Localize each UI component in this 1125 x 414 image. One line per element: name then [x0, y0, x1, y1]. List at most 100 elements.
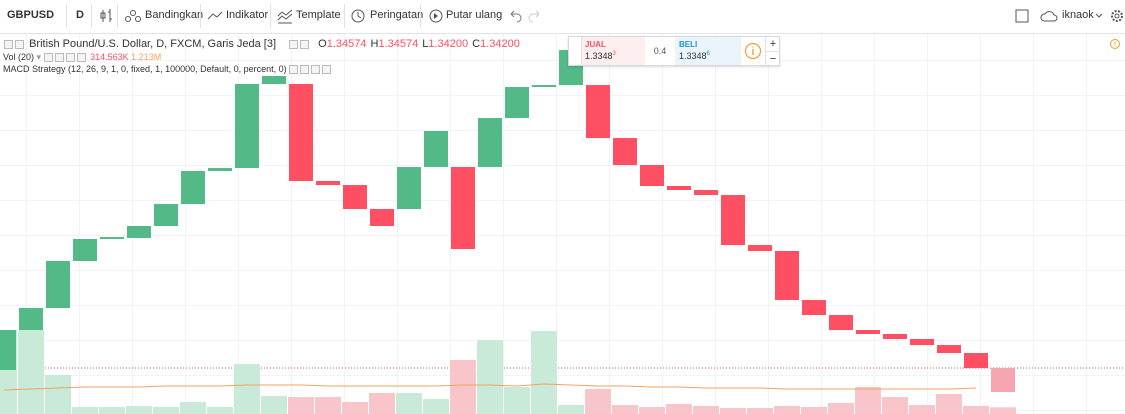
replay-button[interactable]: Putar ulang	[446, 9, 503, 21]
candle	[613, 138, 637, 166]
candle	[397, 167, 421, 210]
volume-bar	[423, 399, 449, 414]
volume-bar	[828, 403, 854, 414]
ohlc-value: 1.34200	[428, 38, 469, 50]
compare-button[interactable]: Bandingkan	[145, 9, 204, 21]
candle	[883, 334, 907, 340]
candle	[262, 75, 286, 85]
alert-button[interactable]: Peringatan	[370, 9, 424, 21]
volume-bar	[666, 403, 692, 414]
volume-ma-value: 1.213M	[131, 52, 162, 62]
volume-bar	[99, 406, 125, 414]
candle	[721, 195, 745, 246]
volume-bar	[693, 406, 719, 414]
ohlc-value: 1.34574	[326, 38, 367, 50]
settings-icon[interactable]	[1109, 8, 1125, 24]
volume-bar	[261, 396, 287, 414]
candle	[19, 308, 43, 331]
legend-icon[interactable]	[76, 53, 86, 63]
spread: 0.4	[653, 46, 667, 56]
legend-icon[interactable]	[4, 39, 13, 49]
volume-bar	[882, 396, 908, 414]
legend-main: British Pound/U.S. Dollar, D, FXCM, Gari…	[4, 38, 520, 50]
compare-icon[interactable]	[124, 8, 142, 24]
minus-button[interactable]: −	[765, 51, 780, 66]
separator	[91, 4, 92, 28]
legend-icon[interactable]	[43, 53, 53, 63]
undo-icon[interactable]	[508, 8, 522, 24]
candle	[910, 339, 934, 346]
volume-bar	[72, 406, 98, 414]
legend-icon[interactable]	[289, 39, 299, 49]
candle	[289, 84, 313, 181]
sell-price: 1.33483	[585, 51, 616, 61]
candle	[235, 84, 259, 169]
checkbox[interactable]	[1015, 8, 1029, 24]
toolbar: GBPUSD D Bandingkan Indikator Template P…	[0, 0, 1125, 34]
template-icon[interactable]	[277, 8, 293, 24]
candle	[802, 300, 826, 316]
template-button[interactable]: Template	[296, 9, 341, 21]
legend-icon[interactable]	[322, 65, 332, 75]
ohlc-key: O	[318, 38, 327, 50]
user-name[interactable]: iknaok	[1062, 9, 1094, 21]
redo-icon[interactable]	[528, 8, 542, 24]
info-icon[interactable]	[744, 42, 762, 60]
volume-bar	[585, 389, 611, 414]
volume-bar	[801, 406, 827, 414]
cloud-icon[interactable]	[1040, 8, 1058, 24]
drag-handle[interactable]	[569, 37, 582, 65]
ohlc-value: 1.34574	[378, 38, 419, 50]
chart-type-icon[interactable]	[100, 8, 114, 24]
volume-bar	[558, 405, 584, 414]
ohlc-key: C	[472, 38, 481, 50]
candle	[316, 180, 340, 186]
ohlc-key: H	[370, 38, 379, 50]
buy-price-text: 1.3348	[679, 51, 707, 61]
buy-button[interactable]: BELI 1.33486	[675, 37, 741, 65]
candle	[856, 330, 880, 335]
volume-bar	[612, 405, 638, 414]
legend-icon[interactable]	[289, 65, 299, 75]
volume-bar	[288, 396, 314, 414]
volume-bar	[747, 408, 773, 414]
warning-icon[interactable]	[1109, 38, 1121, 50]
legend-icon[interactable]	[65, 53, 75, 63]
buy-pip: 6	[706, 51, 710, 57]
legend-icon[interactable]	[15, 39, 24, 49]
candle	[748, 245, 772, 251]
candle	[964, 353, 988, 369]
candle	[451, 167, 475, 250]
sell-price-text: 1.3348	[585, 51, 613, 61]
legend-strategy: MACD Strategy (12, 26, 9, 1, 0, fixed, 1…	[3, 64, 333, 75]
candle	[154, 204, 178, 226]
volume-bar	[396, 392, 422, 414]
candle	[937, 345, 961, 354]
volume-bar	[315, 396, 341, 414]
volume-bar	[45, 374, 71, 414]
candle	[694, 190, 718, 196]
legend-icon[interactable]	[54, 53, 64, 63]
legend-icon[interactable]	[300, 39, 310, 49]
sell-button[interactable]: JUAL 1.33483	[582, 37, 645, 65]
candle	[0, 330, 16, 371]
candle	[181, 170, 205, 205]
indicator-icon[interactable]	[207, 8, 223, 24]
user-menu-arrow[interactable]	[1094, 8, 1104, 24]
buy-price: 1.33486	[679, 51, 710, 61]
candle	[532, 85, 556, 88]
candle	[478, 118, 502, 168]
candle	[46, 260, 70, 309]
ohlc-value: 1.34200	[480, 38, 520, 50]
replay-icon[interactable]	[428, 8, 444, 24]
legend-icon[interactable]	[300, 65, 310, 75]
plus-button[interactable]: +	[765, 37, 780, 51]
legend-icon[interactable]	[311, 65, 321, 75]
symbol[interactable]: GBPUSD	[7, 9, 55, 21]
volume-bar	[369, 392, 395, 414]
alert-icon[interactable]	[350, 8, 366, 24]
interval[interactable]: D	[76, 9, 84, 21]
separator	[66, 4, 67, 28]
volume-bar	[234, 364, 260, 414]
indicator-button[interactable]: Indikator	[226, 9, 269, 21]
